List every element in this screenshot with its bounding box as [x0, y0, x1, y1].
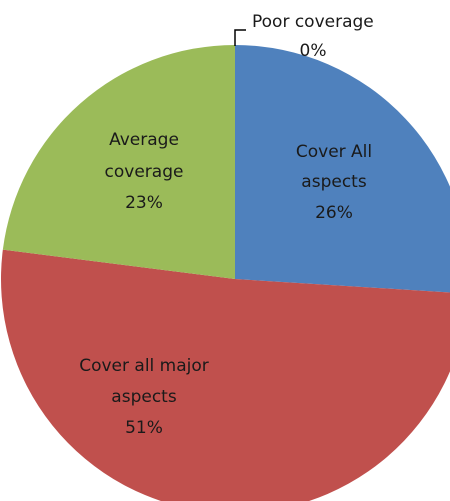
label-cover-all-line1: Cover All: [296, 142, 372, 162]
label-cover-all-line2: aspects: [301, 172, 367, 192]
slice-cover-all-major-aspects: [1, 249, 450, 501]
label-cover-all-aspects: Cover All aspects 26%: [296, 142, 372, 223]
slices-group: [1, 45, 450, 501]
label-average-coverage: Average coverage 23%: [105, 130, 184, 213]
slice-cover-all-aspects: [235, 45, 450, 293]
label-poor-coverage-name: Poor coverage: [252, 12, 374, 32]
label-average-pct: 23%: [125, 193, 163, 213]
label-cover-all-major-line2: aspects: [111, 387, 177, 407]
label-average-line1: Average: [109, 130, 179, 150]
label-average-line2: coverage: [105, 162, 184, 182]
slice-average-coverage: [2, 45, 235, 279]
poor-coverage-leader-line: [234, 29, 246, 46]
label-cover-all-pct: 26%: [315, 203, 353, 223]
label-cover-all-major-line1: Cover all major: [79, 356, 209, 376]
label-cover-all-major-aspects: Cover all major aspects 51%: [79, 356, 209, 438]
label-poor-coverage-pct: 0%: [300, 41, 327, 61]
label-cover-all-major-pct: 51%: [125, 418, 163, 438]
label-poor-coverage: Poor coverage 0%: [252, 12, 374, 61]
